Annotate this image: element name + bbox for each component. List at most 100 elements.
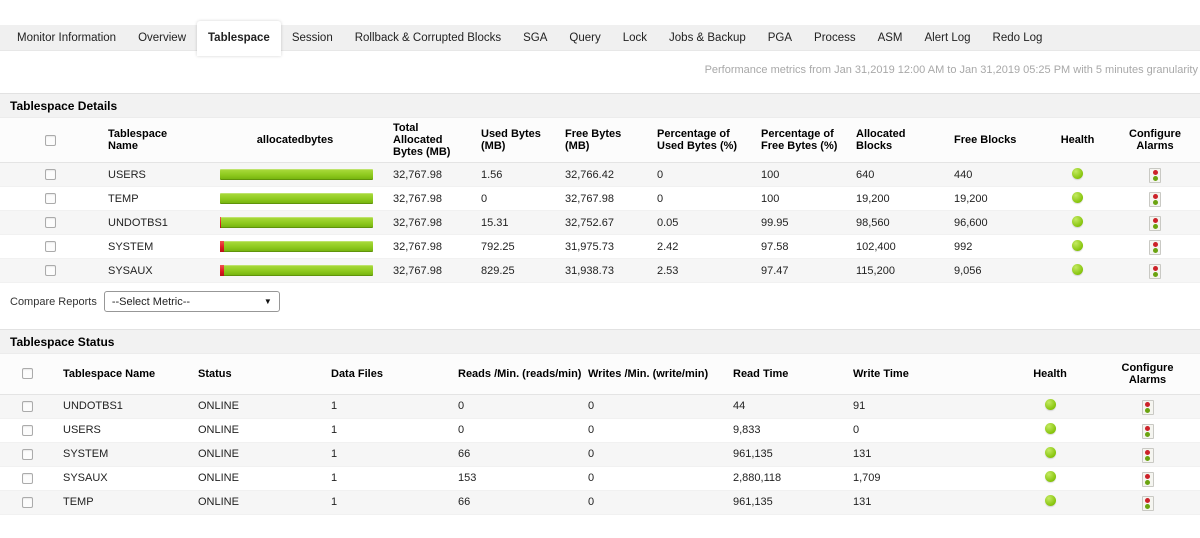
tab-item[interactable]: Session	[291, 32, 333, 44]
free-blocks-cell: 9,056	[946, 258, 1045, 283]
row-checkbox[interactable]	[22, 472, 33, 484]
configure-alarms-icon[interactable]	[1141, 399, 1154, 415]
tab-item[interactable]: PGA	[767, 32, 793, 44]
tablespace-name-cell: SYSTEM	[100, 234, 205, 259]
tab-item[interactable]: Lock	[622, 32, 648, 44]
tablespace-name-cell: UNDOTBS1	[55, 394, 190, 419]
row-checkbox[interactable]	[44, 241, 56, 253]
col-tablespace-name: Tablespace Name	[55, 354, 190, 395]
tablespace-name-cell: UNDOTBS1	[100, 210, 205, 235]
free-bytes-cell: 32,766.42	[557, 162, 649, 187]
pct-used-cell: 0	[649, 162, 753, 187]
row-checkbox[interactable]	[22, 496, 33, 508]
health-ok-icon	[1072, 239, 1083, 251]
tab-item[interactable]: Process	[814, 32, 856, 44]
reads-min-cell: 0	[450, 394, 580, 419]
metric-select[interactable]: --Select Metric-- ▼	[103, 291, 280, 312]
col-free-blocks: Free Blocks	[946, 118, 1045, 163]
configure-alarms-icon[interactable]	[1149, 168, 1161, 183]
allocated-blocks-cell[interactable]: 640	[856, 168, 875, 181]
table-row: UNDOTBS1 32,767.98 15.31 32,752.67 0.05 …	[0, 210, 1200, 235]
table-row: USERS 32,767.98 1.56 32,766.42 0 100 640…	[0, 162, 1200, 187]
tablespace-details-section: Tablespace Details Tablespace Name alloc…	[0, 93, 1200, 283]
table-row: UNDOTBS1 ONLINE 1 0 0 44 91	[0, 394, 1200, 419]
col-health: Health	[1045, 118, 1110, 163]
tab-item[interactable]: Overview	[138, 32, 187, 44]
tab-item[interactable]: Rollback & Corrupted Blocks	[354, 32, 502, 44]
configure-alarms-icon[interactable]	[1141, 471, 1154, 487]
configure-alarms-icon[interactable]	[1149, 264, 1161, 279]
allocated-bytes-bar	[220, 265, 373, 276]
read-time-cell: 44	[725, 394, 845, 419]
allocated-blocks-cell[interactable]: 102,400	[856, 240, 896, 253]
read-time-cell: 2,880,118	[725, 466, 845, 491]
reads-min-cell: 153	[450, 466, 580, 491]
status-cell: ONLINE	[190, 394, 323, 419]
write-time-cell: 91	[845, 394, 1005, 419]
tab-item[interactable]: Monitor Information	[17, 32, 117, 44]
used-bytes-bar-segment	[220, 265, 224, 276]
used-bytes-cell: 829.25	[473, 258, 557, 283]
col-configure-alarms: Configure Alarms	[1095, 354, 1200, 395]
tab-item[interactable]: Redo Log	[992, 32, 1043, 44]
writes-min-cell: 0	[580, 490, 725, 515]
write-time-cell: 131	[845, 490, 1005, 515]
select-all-checkbox[interactable]	[22, 368, 33, 380]
total-allocated-cell: 32,767.98	[385, 210, 473, 235]
tab-item[interactable]: ASM	[877, 32, 903, 44]
reads-min-cell: 0	[450, 418, 580, 443]
row-checkbox[interactable]	[22, 424, 33, 436]
configure-alarms-icon[interactable]	[1141, 423, 1154, 439]
col-writes-min: Writes /Min. (write/min)	[580, 354, 725, 395]
row-checkbox[interactable]	[22, 400, 33, 412]
configure-alarms-icon[interactable]	[1141, 447, 1154, 463]
read-time-cell: 9,833	[725, 418, 845, 443]
total-allocated-cell: 32,767.98	[385, 162, 473, 187]
row-checkbox[interactable]	[44, 169, 56, 181]
allocated-blocks-cell[interactable]: 115,200	[856, 264, 895, 277]
row-checkbox[interactable]	[44, 265, 56, 277]
tab-item[interactable]: Tablespace	[197, 21, 281, 56]
select-all-checkbox[interactable]	[44, 134, 56, 146]
writes-min-cell: 0	[580, 394, 725, 419]
tab-item[interactable]: SGA	[523, 32, 548, 44]
allocated-blocks-cell[interactable]: 98,560	[856, 216, 890, 229]
health-ok-icon	[1072, 167, 1083, 179]
data-files-cell: 1	[323, 394, 450, 419]
free-bytes-cell: 31,975.73	[557, 234, 649, 259]
monitor-tab-bar: Monitor Information Overview Tablespace …	[0, 21, 1200, 56]
col-write-time: Write Time	[845, 354, 1005, 395]
status-cell: ONLINE	[190, 418, 323, 443]
data-files-cell: 1	[323, 442, 450, 467]
pct-used-cell: 0	[649, 186, 753, 211]
configure-alarms-icon[interactable]	[1149, 240, 1161, 255]
col-health: Health	[1005, 354, 1095, 395]
configure-alarms-icon[interactable]	[1149, 192, 1161, 207]
row-checkbox[interactable]	[44, 193, 56, 205]
tablespace-name-cell: TEMP	[55, 490, 190, 515]
data-files-cell: 1	[323, 418, 450, 443]
table-row: TEMP ONLINE 1 66 0 961,135 131	[0, 490, 1200, 515]
col-tablespace-name: Tablespace Name	[100, 118, 205, 163]
tab-item[interactable]: Query	[569, 32, 601, 44]
table-row: SYSAUX ONLINE 1 153 0 2,880,118 1,709	[0, 466, 1200, 491]
compare-reports-row: Compare Reports --Select Metric-- ▼	[0, 289, 1200, 314]
used-bytes-cell: 1.56	[473, 162, 557, 187]
health-ok-icon	[1044, 447, 1056, 458]
configure-alarms-icon[interactable]	[1141, 495, 1154, 511]
configure-alarms-icon[interactable]	[1149, 216, 1161, 231]
row-checkbox[interactable]	[22, 448, 33, 460]
reads-min-cell: 66	[450, 490, 580, 515]
data-files-cell: 1	[323, 466, 450, 491]
row-checkbox[interactable]	[44, 217, 56, 229]
allocated-blocks-cell[interactable]: 19,200	[856, 192, 890, 205]
free-blocks-cell: 19,200	[946, 186, 1045, 211]
col-used-bytes: Used Bytes (MB)	[473, 118, 557, 163]
tab-item[interactable]: Jobs & Backup	[669, 32, 746, 44]
health-ok-icon	[1044, 423, 1056, 434]
col-allocated-blocks: Allocated Blocks	[848, 118, 946, 163]
tablespace-name-cell: SYSTEM	[55, 442, 190, 467]
writes-min-cell: 0	[580, 418, 725, 443]
tab-item[interactable]: Alert Log	[924, 32, 971, 44]
tablespace-details-title: Tablespace Details	[0, 93, 1200, 118]
